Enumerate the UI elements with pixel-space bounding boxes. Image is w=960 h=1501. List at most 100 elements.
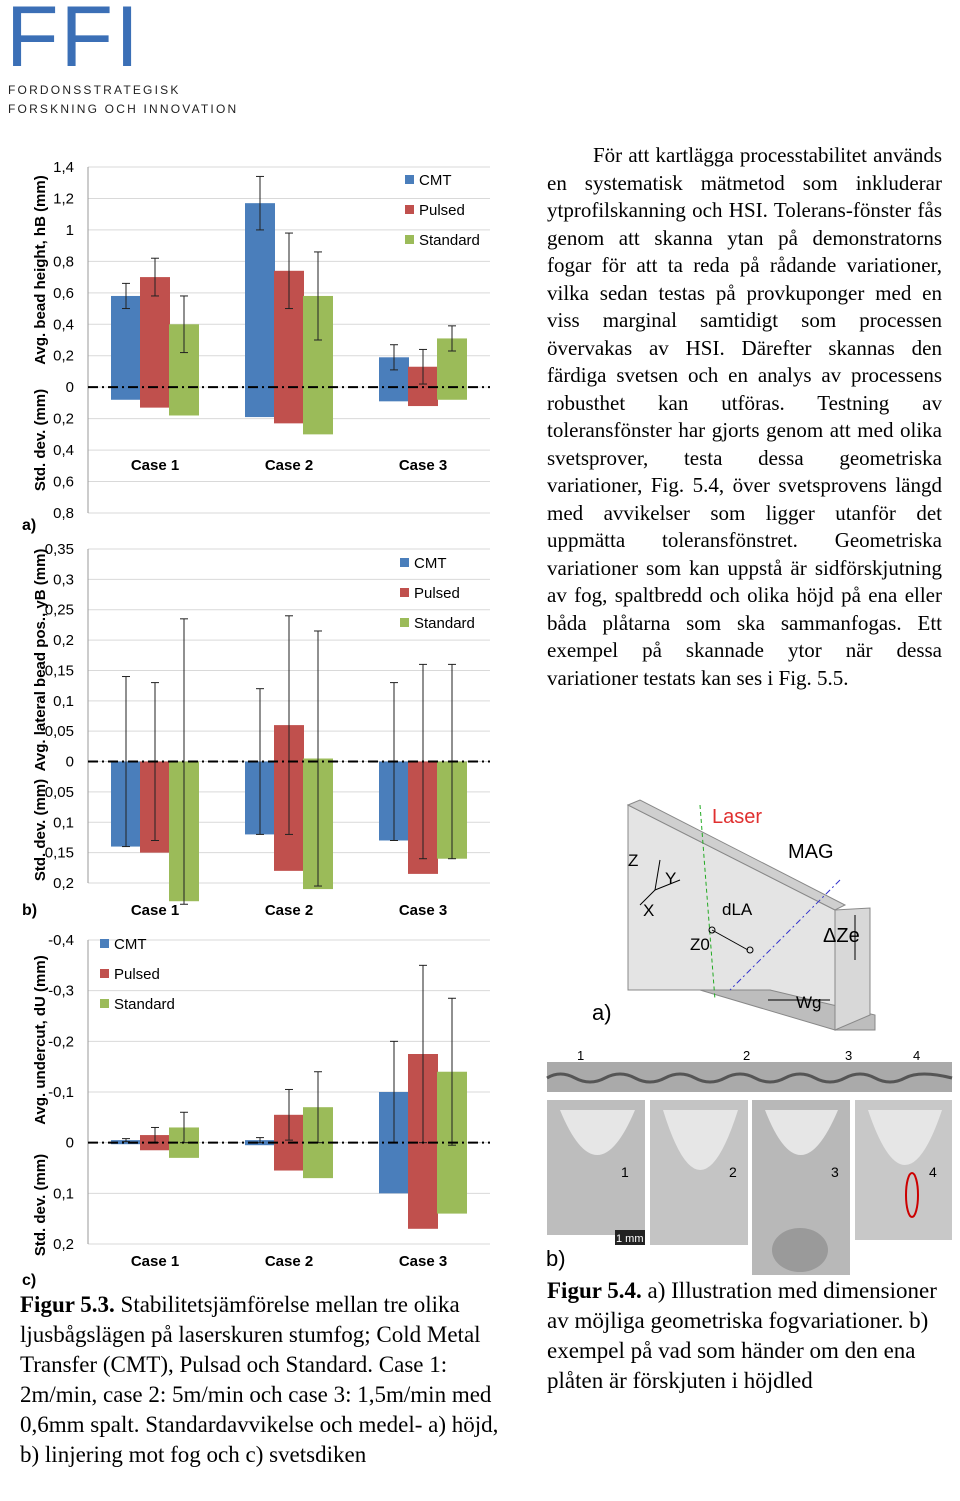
legend-label: Pulsed <box>114 966 160 983</box>
caption: Figur 5.3. Stabilitetsjämförelse mellan … <box>20 1290 515 1470</box>
figure-label: Y <box>665 869 676 888</box>
figure-label: 4 <box>913 1048 920 1063</box>
figure-label: MAG <box>788 841 834 863</box>
y-tick-label: 0,15 <box>45 662 74 679</box>
figure-label: dLA <box>722 900 753 919</box>
y-tick-label: -0,3 <box>48 983 74 1000</box>
bar <box>245 203 275 418</box>
y-tick-label: 1 <box>66 222 74 239</box>
y-tick-label: 0,2 <box>53 875 74 892</box>
figure-label: X <box>643 901 654 920</box>
y-tick-label: 0,05 <box>45 723 74 740</box>
y-tick-label: 0,3 <box>53 571 74 588</box>
legend-swatch <box>405 205 414 214</box>
legend-swatch <box>100 999 109 1008</box>
legend-label: Pulsed <box>414 585 460 602</box>
figure-label: 4 <box>929 1164 937 1180</box>
bar <box>140 277 170 408</box>
caption-label: Figur 5.4. <box>547 1278 642 1303</box>
legend-swatch <box>400 588 409 597</box>
y-tick-label: 0,6 <box>53 285 74 302</box>
figure-label: 3 <box>845 1048 852 1063</box>
figure-label: 2 <box>743 1048 750 1063</box>
panel-label: a) <box>22 517 36 534</box>
y-tick-label: 0 <box>66 1135 74 1152</box>
panel-label: b) <box>22 902 37 919</box>
y-tick-label: 0,2 <box>53 411 74 428</box>
x-tick-label: Case 2 <box>265 1253 313 1270</box>
x-tick-label: Case 2 <box>265 902 313 919</box>
figure-label: a) <box>592 1000 612 1025</box>
y-tick-label: 0,4 <box>53 442 74 459</box>
x-tick-label: Case 1 <box>131 1253 179 1270</box>
y-tick-label: 0,4 <box>53 316 74 333</box>
legend-label: CMT <box>414 555 447 572</box>
body-text: För att kartlägga processtabilitet använ… <box>547 143 942 690</box>
figure-label: 3 <box>831 1164 839 1180</box>
y-tick-label: 0,05 <box>45 784 74 801</box>
y-tick-label: 0,2 <box>53 348 74 365</box>
legend-label: CMT <box>419 172 452 189</box>
legend-label: Standard <box>419 232 480 249</box>
axis-label: Avg. bead height, hB (mm) <box>32 175 49 364</box>
logo: FFI <box>6 0 141 85</box>
x-tick-label: Case 3 <box>399 902 447 919</box>
axis-label: Std. dev. (mm) <box>32 779 49 881</box>
legend-label: Standard <box>414 615 475 632</box>
y-tick-label: 0,15 <box>45 845 74 862</box>
legend-swatch <box>400 558 409 567</box>
y-tick-label: 0,1 <box>53 814 74 831</box>
y-tick-label: 1,4 <box>53 159 74 176</box>
y-tick-label: 0,1 <box>53 1185 74 1202</box>
x-tick-label: Case 2 <box>265 457 313 474</box>
figure-label: Z <box>628 851 638 870</box>
y-tick-label: 0,2 <box>53 1236 74 1253</box>
legend-swatch <box>100 939 109 948</box>
illustration <box>626 799 876 1031</box>
bar <box>111 295 141 400</box>
y-tick-label: 0,1 <box>53 693 74 710</box>
y-tick-label: 0,2 <box>53 632 74 649</box>
axis-label: Std. dev. (mm) <box>32 1154 49 1256</box>
legend-swatch <box>100 969 109 978</box>
axis-label: Avg. lateral bead pos., yB (mm) <box>32 549 49 772</box>
figure-label: 2 <box>729 1164 737 1180</box>
y-tick-label: 0 <box>66 379 74 396</box>
bar <box>111 1140 141 1145</box>
figure-label: Laser <box>712 806 762 828</box>
legend-swatch <box>405 235 414 244</box>
logo-line: FORSKNING OCH INNOVATION <box>8 102 238 116</box>
figure-label: b) <box>546 1246 566 1271</box>
figure-label: Wg <box>796 993 822 1012</box>
y-tick-label: 0 <box>66 754 74 771</box>
y-tick-label: -0,4 <box>48 932 74 949</box>
y-tick-label: 0,6 <box>53 474 74 491</box>
x-tick-label: Case 1 <box>131 902 179 919</box>
y-tick-label: 0,25 <box>45 602 74 619</box>
axis-label: Avg. undercut, dU (mm) <box>32 955 49 1124</box>
figure-label: ΔZe <box>823 925 860 947</box>
x-tick-label: Case 3 <box>399 457 447 474</box>
y-tick-label: -0,1 <box>48 1084 74 1101</box>
x-tick-label: Case 3 <box>399 1253 447 1270</box>
panel-label: c) <box>22 1272 36 1289</box>
figure-label: 1 <box>621 1164 629 1180</box>
photos <box>546 1062 953 1275</box>
caption-label: Figur 5.3. <box>20 1292 115 1317</box>
y-tick-label: -0,2 <box>48 1033 74 1050</box>
figure-label: 1 <box>577 1048 584 1063</box>
legend-label: Pulsed <box>419 202 465 219</box>
legend-label: CMT <box>114 936 147 953</box>
caption: Figur 5.4. a) Illustration med dimension… <box>547 1276 942 1396</box>
legend-swatch <box>405 175 414 184</box>
y-tick-label: 0,35 <box>45 541 74 558</box>
legend-label: Standard <box>114 996 175 1013</box>
figure-label: Z0 <box>690 935 710 954</box>
caption-text: a) Illustration med dimensioner av möjli… <box>547 1278 937 1393</box>
caption-text: Stabilitetsjämförelse mellan tre olika l… <box>20 1292 499 1467</box>
legend-swatch <box>400 618 409 627</box>
y-tick-label: 0,8 <box>53 253 74 270</box>
x-tick-label: Case 1 <box>131 457 179 474</box>
